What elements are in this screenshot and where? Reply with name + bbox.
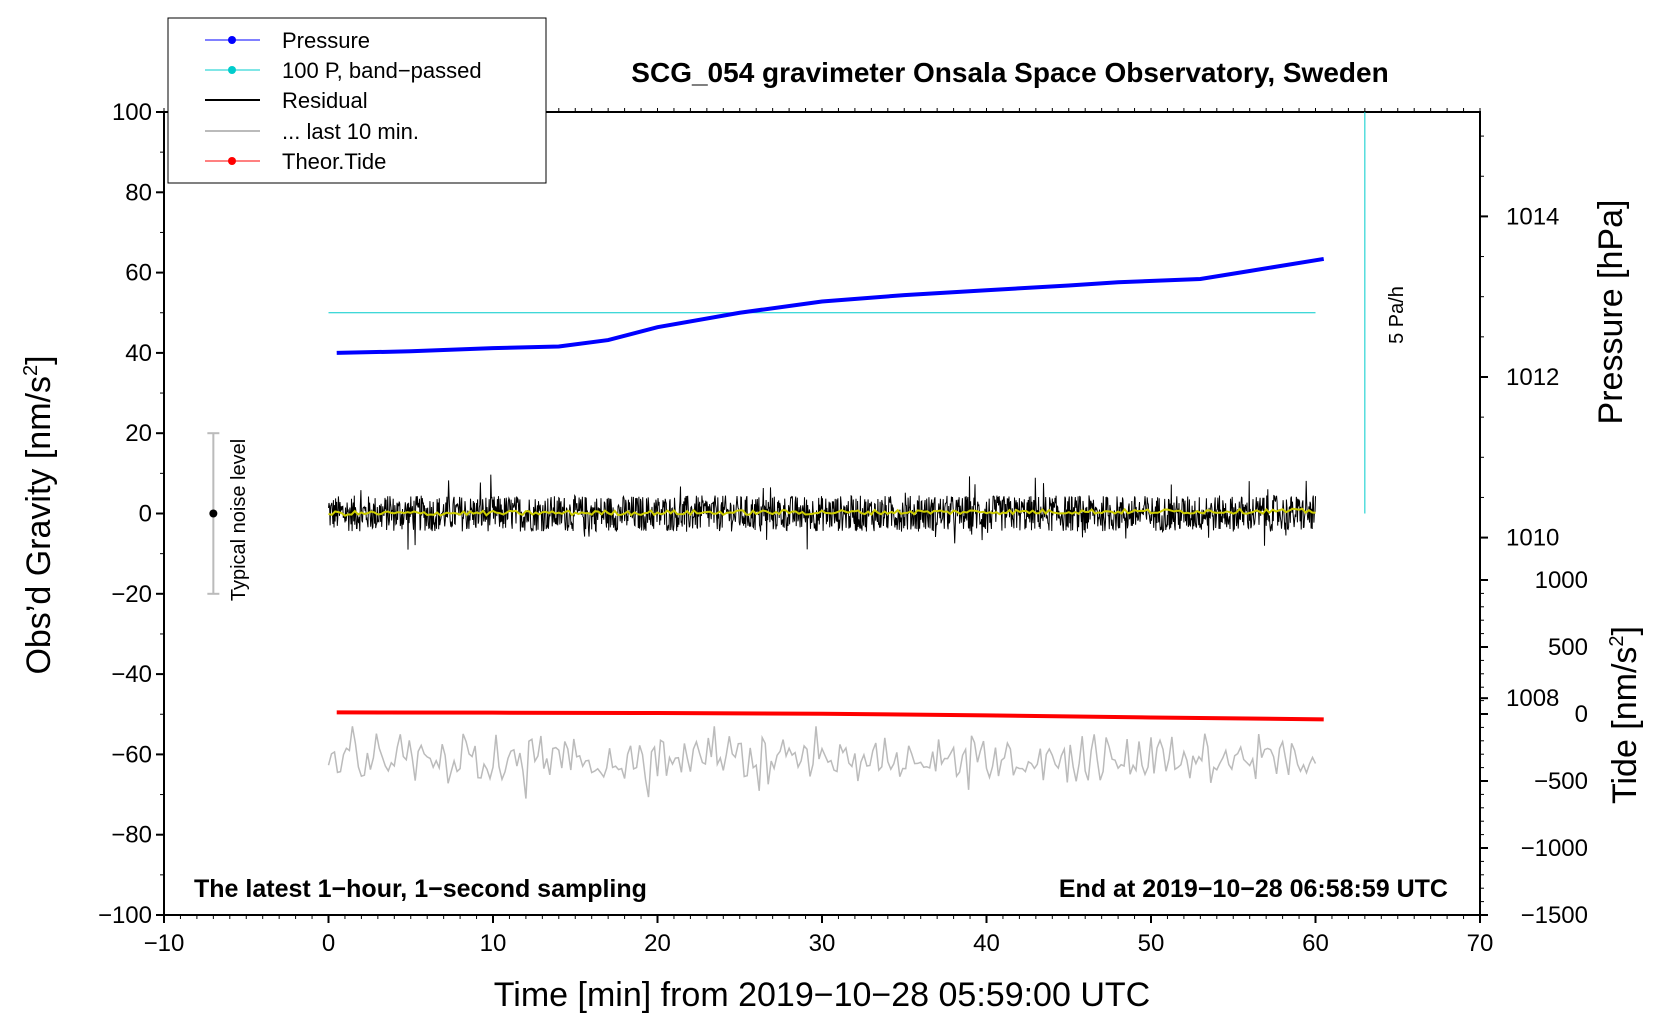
legend-label-residual: Residual bbox=[282, 88, 368, 113]
series-last-10-min bbox=[327, 726, 1317, 799]
tide-tick-label: −1500 bbox=[1521, 902, 1588, 929]
y-axis-title-left: Obs’d Gravity [nm/s2] bbox=[20, 355, 58, 674]
tide-tick-label: −500 bbox=[1534, 768, 1588, 795]
tide-tick-label: 1000 bbox=[1535, 567, 1588, 594]
x-tick-label: 70 bbox=[1467, 930, 1494, 957]
y-axis-title-tide-main: Tide [nm/s bbox=[1606, 647, 1644, 804]
y-axis-title-tide-sup: 2 bbox=[1606, 635, 1628, 646]
pressure-tick-label: 1012 bbox=[1506, 364, 1559, 391]
tide-tick-label: −1000 bbox=[1521, 835, 1588, 862]
x-tick-label: 60 bbox=[1302, 930, 1329, 957]
y-tick-label: −60 bbox=[111, 741, 152, 768]
y-axis-title-tide: Tide [nm/s2] bbox=[1606, 626, 1644, 804]
x-tick-label: 50 bbox=[1138, 930, 1165, 957]
series-pressure bbox=[336, 256, 1325, 355]
x-tick-label: 30 bbox=[809, 930, 836, 957]
noise-bar-center bbox=[209, 509, 218, 518]
y-axis-title-tide-close: ] bbox=[1606, 626, 1644, 635]
series-theor-tide bbox=[336, 710, 1324, 722]
y-tick-label: 0 bbox=[139, 501, 152, 528]
pressure-tick-label: 1010 bbox=[1506, 525, 1559, 552]
series-layer bbox=[207, 112, 1366, 799]
y-tick-label: 100 bbox=[112, 99, 152, 126]
y-axis-title-left-sup: 2 bbox=[20, 365, 42, 376]
legend-label-bandpassed: 100 P, band−passed bbox=[282, 58, 482, 83]
y-tick-label: −100 bbox=[98, 902, 152, 929]
y-tick-label: −80 bbox=[111, 822, 152, 849]
legend-marker-bandpassed bbox=[228, 66, 236, 74]
y-tick-label: −40 bbox=[111, 661, 152, 688]
x-axis-title: Time [min] from 2019−10−28 05:59:00 UTC bbox=[494, 976, 1150, 1014]
y-tick-label: 60 bbox=[125, 260, 152, 287]
chart-title: SCG_054 gravimeter Onsala Space Observat… bbox=[631, 57, 1388, 88]
y-axis-title-left-main: Obs’d Gravity [nm/s bbox=[20, 376, 58, 675]
x-tick-label: 20 bbox=[644, 930, 671, 957]
pressure-tick-label: 1014 bbox=[1506, 203, 1559, 230]
legend-marker-tide bbox=[228, 157, 236, 165]
x-tick-label: −10 bbox=[144, 930, 185, 957]
series-residual bbox=[328, 474, 1316, 550]
legend: Pressure 100 P, band−passed Residual ...… bbox=[167, 17, 547, 184]
pressure-tick-label: 1008 bbox=[1506, 685, 1559, 712]
y-tick-label: 20 bbox=[125, 420, 152, 447]
y-axis-title-pressure: Pressure [hPa] bbox=[1592, 200, 1630, 425]
x-tick-label: 40 bbox=[973, 930, 1000, 957]
tide-tick-label: 0 bbox=[1575, 701, 1588, 728]
y-tick-label: 40 bbox=[125, 340, 152, 367]
rate-label: 5 Pa/h bbox=[1386, 286, 1408, 344]
legend-label-pressure: Pressure bbox=[282, 28, 370, 53]
x-tick-label: 10 bbox=[480, 930, 507, 957]
y-axis-title-left-close: ] bbox=[20, 355, 58, 364]
noise-label: Typical noise level bbox=[228, 439, 250, 601]
y-tick-label: 80 bbox=[125, 179, 152, 206]
x-tick-label: 0 bbox=[322, 930, 335, 957]
legend-label-last10: ... last 10 min. bbox=[282, 119, 419, 144]
tide-tick-label: 500 bbox=[1548, 634, 1588, 661]
annotation-bottom-left: The latest 1−hour, 1−second sampling bbox=[194, 875, 647, 903]
series-residual-smoothed bbox=[328, 507, 1316, 517]
y-tick-label: −20 bbox=[111, 581, 152, 608]
legend-marker-pressure bbox=[228, 36, 236, 44]
annotation-bottom-right: End at 2019−10−28 06:58:59 UTC bbox=[1059, 875, 1448, 903]
axis-ticks: −10 0 10 20 30 40 50 60 70100806040200−20−40−60−… bbox=[98, 99, 1588, 957]
legend-label-tide: Theor.Tide bbox=[282, 149, 386, 174]
